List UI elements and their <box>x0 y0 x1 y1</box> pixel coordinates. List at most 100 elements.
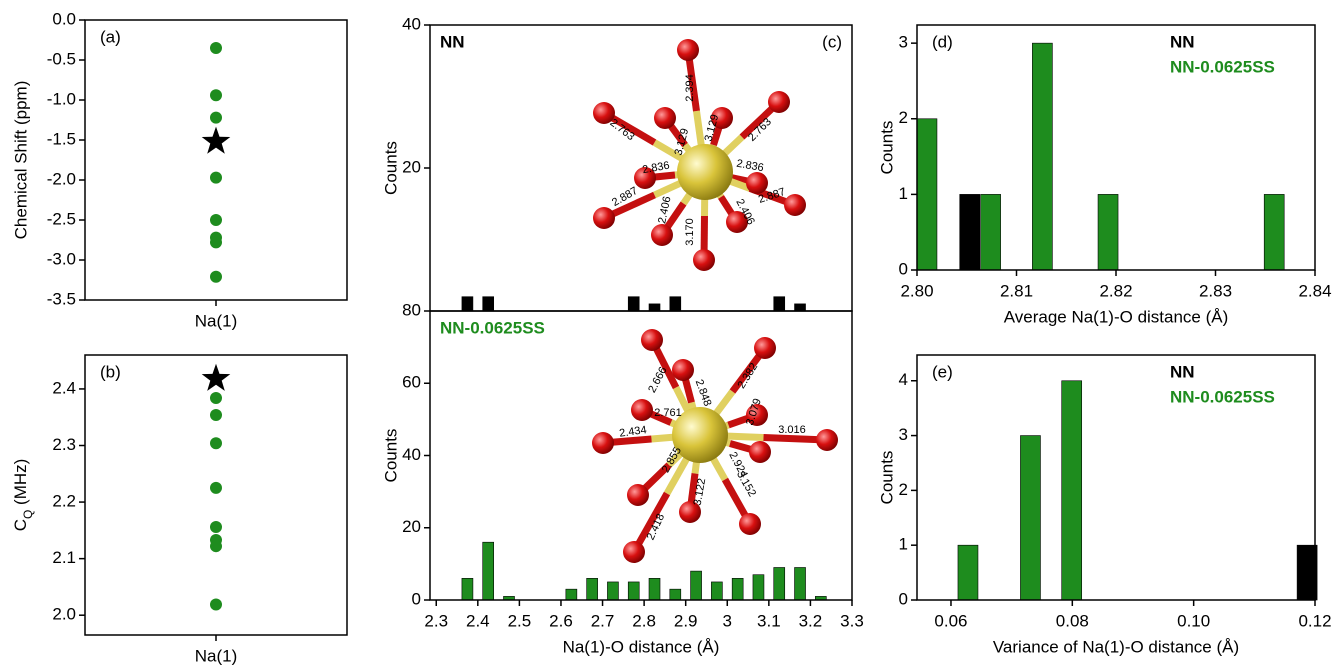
bar <box>795 567 806 600</box>
y-tick-label: 2.0 <box>52 605 76 624</box>
x-tick-label: 3.3 <box>840 611 864 630</box>
bar <box>670 589 681 600</box>
bar <box>1098 194 1118 270</box>
point <box>210 112 222 124</box>
bar <box>483 297 494 311</box>
o-atom <box>593 207 615 229</box>
legend-label: NN <box>1170 362 1195 381</box>
bond-length-label: 2.382 <box>736 361 761 391</box>
legend-label: NN-0.0625SS <box>1170 57 1275 76</box>
bond-length-label: 3.152 <box>734 469 758 499</box>
legend-label: NN-0.0625SS <box>1170 387 1275 406</box>
x-tick-label: 2.5 <box>508 611 532 630</box>
bar <box>628 582 639 600</box>
star-point <box>202 127 231 154</box>
o-atom <box>631 399 653 421</box>
y-tick-label: -0.5 <box>47 49 76 68</box>
y-tick-label: 3 <box>899 33 908 52</box>
panel-label: (a) <box>100 27 121 46</box>
x-tick-label: 2.4 <box>466 611 490 630</box>
o-atom <box>739 513 761 535</box>
bar <box>732 578 743 600</box>
bar <box>587 578 598 600</box>
o-atom <box>672 359 694 381</box>
y-tick-label: 3 <box>899 425 908 444</box>
bar <box>462 578 473 600</box>
bar <box>960 194 980 270</box>
bond-length-label: 2.836 <box>735 158 764 175</box>
y-tick-label: 0 <box>899 259 908 278</box>
x-tick-label: 2.6 <box>549 611 573 630</box>
star-point <box>202 364 231 391</box>
y-axis-label: Counts <box>381 141 400 195</box>
legend-label: NN-0.0625SS <box>440 318 545 337</box>
bar <box>753 575 764 600</box>
bar <box>649 304 660 311</box>
x-tick-label: 0.10 <box>1177 611 1210 630</box>
point <box>210 271 222 283</box>
o-atom <box>749 441 771 463</box>
bond-length-label: 2.763 <box>746 116 774 144</box>
y-tick-label: -1.5 <box>47 129 76 148</box>
y-tick-label: 2.2 <box>52 492 76 511</box>
y-tick-label: -3.5 <box>47 289 76 308</box>
point <box>210 598 222 610</box>
bond-length-label: 2.848 <box>693 378 714 408</box>
x-tick-label: 2.7 <box>591 611 615 630</box>
point <box>210 540 222 552</box>
x-tick-label: 2.84 <box>1298 281 1331 300</box>
x-axis-label: Na(1)-O distance (Å) <box>563 637 720 656</box>
y-tick-label: 60 <box>402 373 421 392</box>
y-tick-label: 2 <box>899 108 908 127</box>
point <box>210 42 222 54</box>
y-tick-label: 0.0 <box>52 9 76 28</box>
bond-length-label: 2.666 <box>646 365 670 395</box>
y-tick-label: 80 <box>402 300 421 319</box>
x-tick-label: Na(1) <box>195 646 238 665</box>
o-atom <box>651 224 673 246</box>
o-atom <box>693 249 715 271</box>
y-tick-label: 2.1 <box>52 548 76 567</box>
y-tick-label: 2.3 <box>52 435 76 454</box>
panel-label: (e) <box>932 362 953 381</box>
point <box>210 172 222 184</box>
y-axis-label: CQ (MHz) <box>11 459 35 532</box>
bond-length-label: 3.016 <box>778 424 806 436</box>
y-tick-label: 4 <box>899 370 908 389</box>
point <box>210 521 222 533</box>
x-tick-label: 0.08 <box>1056 611 1089 630</box>
bar <box>1032 43 1052 270</box>
y-tick-label: 1 <box>899 535 908 554</box>
point <box>210 392 222 404</box>
bar <box>670 297 681 311</box>
bond-length-label: 3.170 <box>684 218 696 246</box>
x-axis-label: Variance of Na(1)-O distance (Å) <box>993 637 1239 656</box>
y-tick-label: 0 <box>899 589 908 608</box>
y-axis-label-part: C <box>11 519 30 531</box>
point <box>210 89 222 101</box>
bar <box>566 589 577 600</box>
y-tick-label: -2.5 <box>47 209 76 228</box>
bar <box>1264 194 1284 270</box>
y-axis-label: Counts <box>877 121 896 175</box>
bar <box>628 297 639 311</box>
y-axis-label: Counts <box>381 429 400 483</box>
bar <box>1297 545 1317 600</box>
o-atom <box>816 429 838 451</box>
x-tick-label: 3.2 <box>799 611 823 630</box>
y-tick-label: -1.0 <box>47 89 76 108</box>
o-atom <box>677 39 699 61</box>
x-tick-label: 0.12 <box>1298 611 1331 630</box>
x-tick-label: 2.81 <box>1000 281 1033 300</box>
bar <box>711 582 722 600</box>
y-tick-label: 20 <box>402 157 421 176</box>
x-tick-label: 0.06 <box>934 611 967 630</box>
o-atom <box>592 432 614 454</box>
bar <box>774 297 785 311</box>
point <box>210 409 222 421</box>
bar <box>1062 381 1082 600</box>
o-atom <box>623 541 645 563</box>
bar <box>958 545 978 600</box>
y-tick-label: 1 <box>899 184 908 203</box>
legend-label: NN <box>1170 32 1195 51</box>
